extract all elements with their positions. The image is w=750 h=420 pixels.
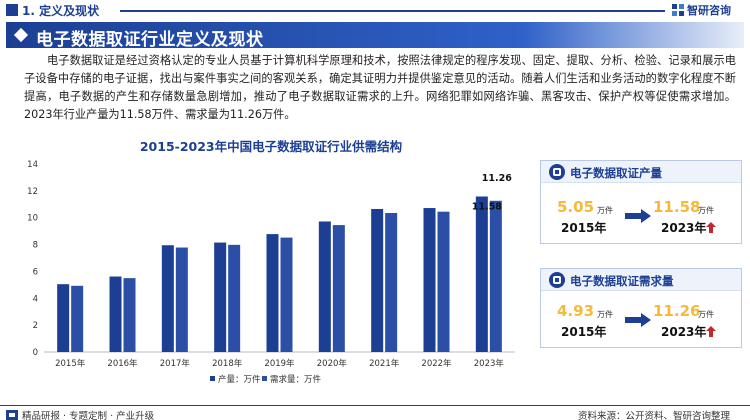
x-tick-label: 2021年 [369,358,400,369]
card-header: 电子数据取证产量 [541,161,741,183]
card-header: 电子数据取证需求量 [541,269,741,291]
section-title: 1. 定义及现状 [22,4,100,18]
bar-production [214,242,227,352]
card-title: 电子数据取证产量 [570,166,662,180]
bar-production [475,196,488,352]
x-tick-label: 2019年 [264,358,295,369]
bar-demand [280,237,293,352]
from-unit: 万件 [597,310,613,319]
description-paragraph: 电子数据取证是经过资格认定的专业人员基于计算机科学原理和技术，按照法律规定的程序… [24,54,736,121]
demand-card: 电子数据取证需求量 4.93 万件 2015年 11.26 万件 2023年 [540,268,742,348]
trend-up-icon [706,326,716,337]
y-tick-label: 0 [33,348,38,358]
y-tick-label: 10 [27,214,38,224]
y-tick-label: 12 [27,187,38,197]
bar-production [318,221,331,352]
bar-demand [71,285,84,352]
card-title: 电子数据取证需求量 [570,274,674,288]
trend-up-icon [706,222,716,233]
to-value: 11.26 [653,302,701,320]
banner-background [6,22,744,48]
x-tick-label: 2023年 [474,358,505,369]
from-unit: 万件 [597,206,613,215]
bar-demand [332,225,345,352]
y-tick-label: 14 [27,160,38,170]
y-tick-label: 8 [33,241,38,251]
logo-text: 智研咨询 [687,4,731,17]
to-year: 2023年 [661,221,707,235]
bar-demand [175,247,188,352]
bar-production [109,276,122,352]
header-divider [120,10,665,12]
bar-production [371,208,384,352]
footer-slogan: 精品研报 · 专题定制 · 产业升级 [6,408,154,420]
y-tick-label: 4 [33,294,38,304]
data-label: 11.58 [472,201,502,212]
data-label: 11.26 [482,173,512,184]
x-tick-label: 2017年 [160,358,191,369]
y-tick-label: 2 [33,321,38,331]
bar-chart: 0 2 4 6 8 10 12 14 2015年 2016年 2017年 2018年 2019年 2020… [27,160,515,385]
x-tick-label: 2020年 [317,358,348,369]
legend-swatch [262,376,267,381]
section-marker-icon [6,4,18,16]
bar-production [266,234,279,352]
legend-label: 产量：万件 [218,374,261,385]
bar-demand [123,278,136,352]
to-value: 11.58 [653,198,701,216]
from-value: 4.93 [557,302,595,320]
bar-production [161,245,174,352]
arrow-right-icon [625,313,651,327]
x-tick-label: 2018年 [212,358,243,369]
bar-production [423,208,436,352]
bar-demand [385,213,398,352]
legend-swatch [210,376,215,381]
footer-source: 资料来源：公开资料、智研咨询整理 [578,411,731,420]
arrow-right-icon [625,209,651,223]
y-tick-label: 6 [33,267,38,277]
footer-divider [0,405,750,406]
chart-icon [549,272,565,288]
from-value: 5.05 [557,198,595,216]
to-year: 2023年 [661,325,707,339]
chart-title: 2015-2023年中国电子数据取证行业供需结构 [139,139,403,154]
x-tick-label: 2015年 [55,358,86,369]
header-bar: 1. 定义及现状 智研咨询 [0,0,750,20]
x-tick-label: 2022年 [421,358,452,369]
bar-demand [228,244,241,352]
section-banner: 电子数据取证行业定义及现状 [6,22,744,50]
bar-demand [437,211,450,352]
bar-demand [489,200,502,352]
slogan-icon [6,410,18,420]
from-year: 2015年 [561,325,607,339]
production-card: 电子数据取证产量 5.05 万件 2015年 11.58 万件 2023年 [540,160,742,244]
to-unit: 万件 [698,310,714,319]
legend-label: 需求量：万件 [270,374,322,385]
banner-title: 电子数据取证行业定义及现状 [36,30,264,50]
x-tick-label: 2016年 [107,358,138,369]
bar-production [57,284,70,352]
chart-icon [549,164,565,180]
logo-icon [672,4,684,16]
to-unit: 万件 [698,206,714,215]
from-year: 2015年 [561,221,607,235]
footer-slogan-text: 精品研报 · 专题定制 · 产业升级 [22,411,155,420]
brand-logo: 智研咨询 [672,2,731,18]
